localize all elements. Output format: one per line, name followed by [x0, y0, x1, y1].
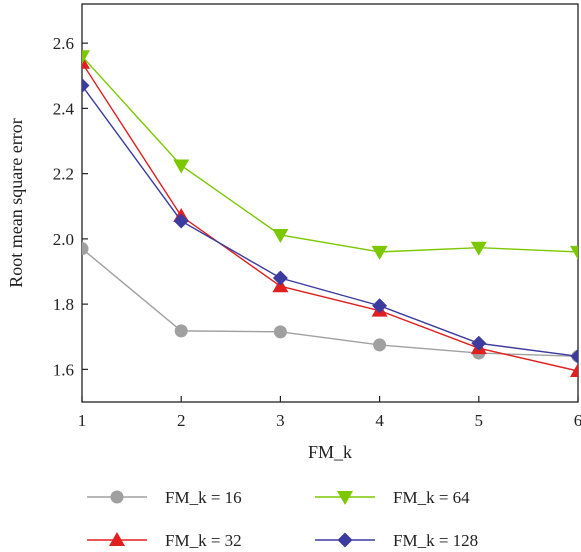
x-tick-label: 3	[276, 411, 285, 430]
legend-marker	[109, 532, 125, 546]
legend-marker	[110, 490, 124, 504]
series-2	[82, 50, 578, 260]
series-line	[82, 55, 578, 253]
x-axis: 1 2 3 4 5 6	[78, 396, 581, 430]
data-point	[570, 363, 578, 378]
series-1	[82, 54, 578, 378]
plot-area-frame	[81, 3, 579, 403]
y-axis: 1.6 1.8 2.0 2.2 2.4 2.6	[53, 34, 88, 379]
data-point	[470, 241, 487, 256]
legend-item: FM_k = 32	[87, 531, 242, 550]
data-point	[82, 50, 90, 65]
data-point	[371, 245, 388, 260]
series-layer	[82, 50, 578, 378]
data-point	[272, 228, 289, 243]
y-tick-label: 2.6	[53, 34, 74, 53]
data-point	[174, 324, 188, 338]
data-point	[471, 335, 487, 351]
legend-marker	[337, 491, 353, 505]
x-tick-label: 1	[78, 411, 87, 430]
series-line	[82, 62, 578, 372]
x-tick-label: 6	[574, 411, 581, 430]
y-axis-title: Root mean square error	[6, 118, 26, 287]
y-tick-label: 2.0	[53, 230, 74, 249]
series-line	[82, 85, 578, 358]
legend-label: FM_k = 32	[165, 531, 242, 550]
x-tick-label: 4	[375, 411, 384, 430]
y-tick-label: 1.6	[53, 360, 74, 379]
x-axis-title: FM_k	[308, 442, 352, 462]
data-point	[372, 298, 388, 314]
legend-item: FM_k = 128	[315, 531, 478, 550]
data-point	[570, 245, 578, 260]
series-line	[82, 248, 578, 358]
x-tick-label: 5	[475, 411, 484, 430]
data-point	[570, 348, 578, 364]
legend-label: FM_k = 16	[165, 488, 242, 507]
series-3	[82, 78, 578, 364]
legend-item: FM_k = 16	[87, 488, 242, 507]
data-point	[173, 213, 189, 229]
legend: FM_k = 16 FM_k = 32 FM_k = 64 FM_k = 128	[87, 488, 478, 550]
data-point	[273, 325, 287, 339]
legend-label: FM_k = 64	[393, 488, 470, 507]
y-tick-label: 2.2	[53, 165, 74, 184]
series-0	[82, 242, 578, 363]
legend-marker	[337, 532, 353, 548]
legend-item: FM_k = 64	[315, 488, 470, 507]
data-point	[82, 242, 89, 256]
data-point	[82, 78, 90, 94]
data-point	[272, 270, 288, 286]
data-point	[82, 54, 90, 69]
data-point	[173, 159, 190, 174]
legend-label: FM_k = 128	[393, 531, 478, 550]
x-tick-label: 2	[177, 411, 186, 430]
y-tick-label: 2.4	[53, 99, 75, 118]
y-tick-label: 1.8	[53, 295, 74, 314]
data-point	[373, 338, 387, 352]
